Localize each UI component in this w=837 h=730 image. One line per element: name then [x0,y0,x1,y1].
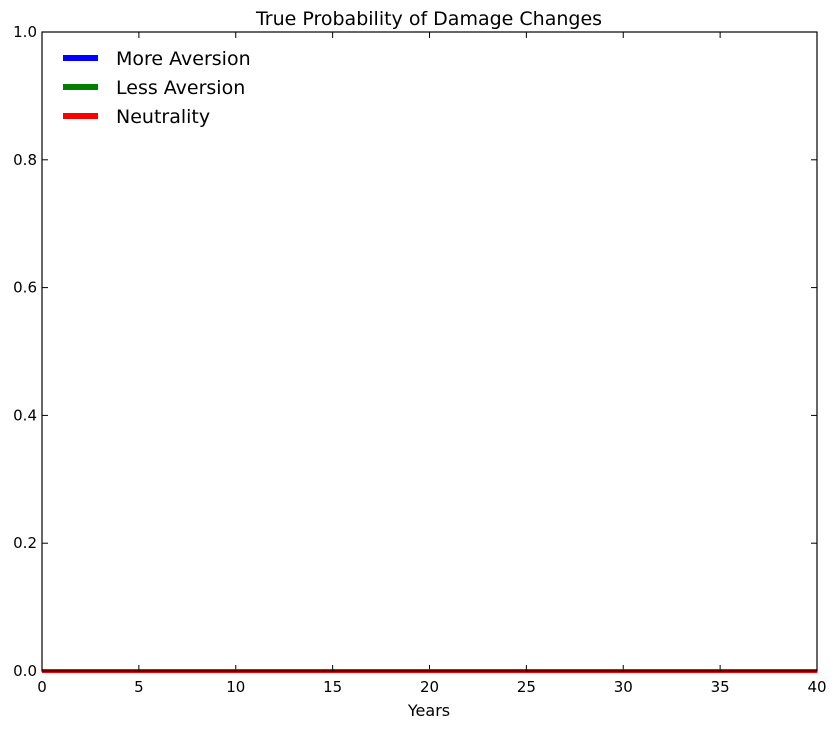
y-tick-label: 0.4 [13,406,37,424]
x-tick-label: 20 [420,678,439,696]
x-tick-label: 15 [323,678,342,696]
ticks-layer: 0 5 10 15 20 25 30 35 40 0.0 0.2 0.4 0.6 0.8 1.0 [13,23,826,696]
x-tick-label: 10 [226,678,245,696]
x-axis-title: Years [407,701,450,720]
y-tick-label: 0.0 [13,662,37,680]
x-tick-label: 25 [517,678,536,696]
y-tick-label: 1.0 [13,23,37,41]
legend: More Aversion Less Aversion Neutrality [63,48,251,128]
y-tick-label: 0.8 [13,151,37,169]
x-tick-label: 5 [134,678,144,696]
legend-label-less-aversion: Less Aversion [116,77,245,99]
legend-label-more-aversion: More Aversion [116,48,251,70]
chart-title: True Probability of Damage Changes [255,8,602,30]
x-tick-label: 40 [807,678,826,696]
y-tick-label: 0.2 [13,534,37,552]
x-tick-label: 0 [37,678,47,696]
x-tick-label: 30 [614,678,633,696]
y-tick-label: 0.6 [13,279,37,297]
legend-label-neutrality: Neutrality [116,106,210,128]
x-tick-label: 35 [711,678,730,696]
